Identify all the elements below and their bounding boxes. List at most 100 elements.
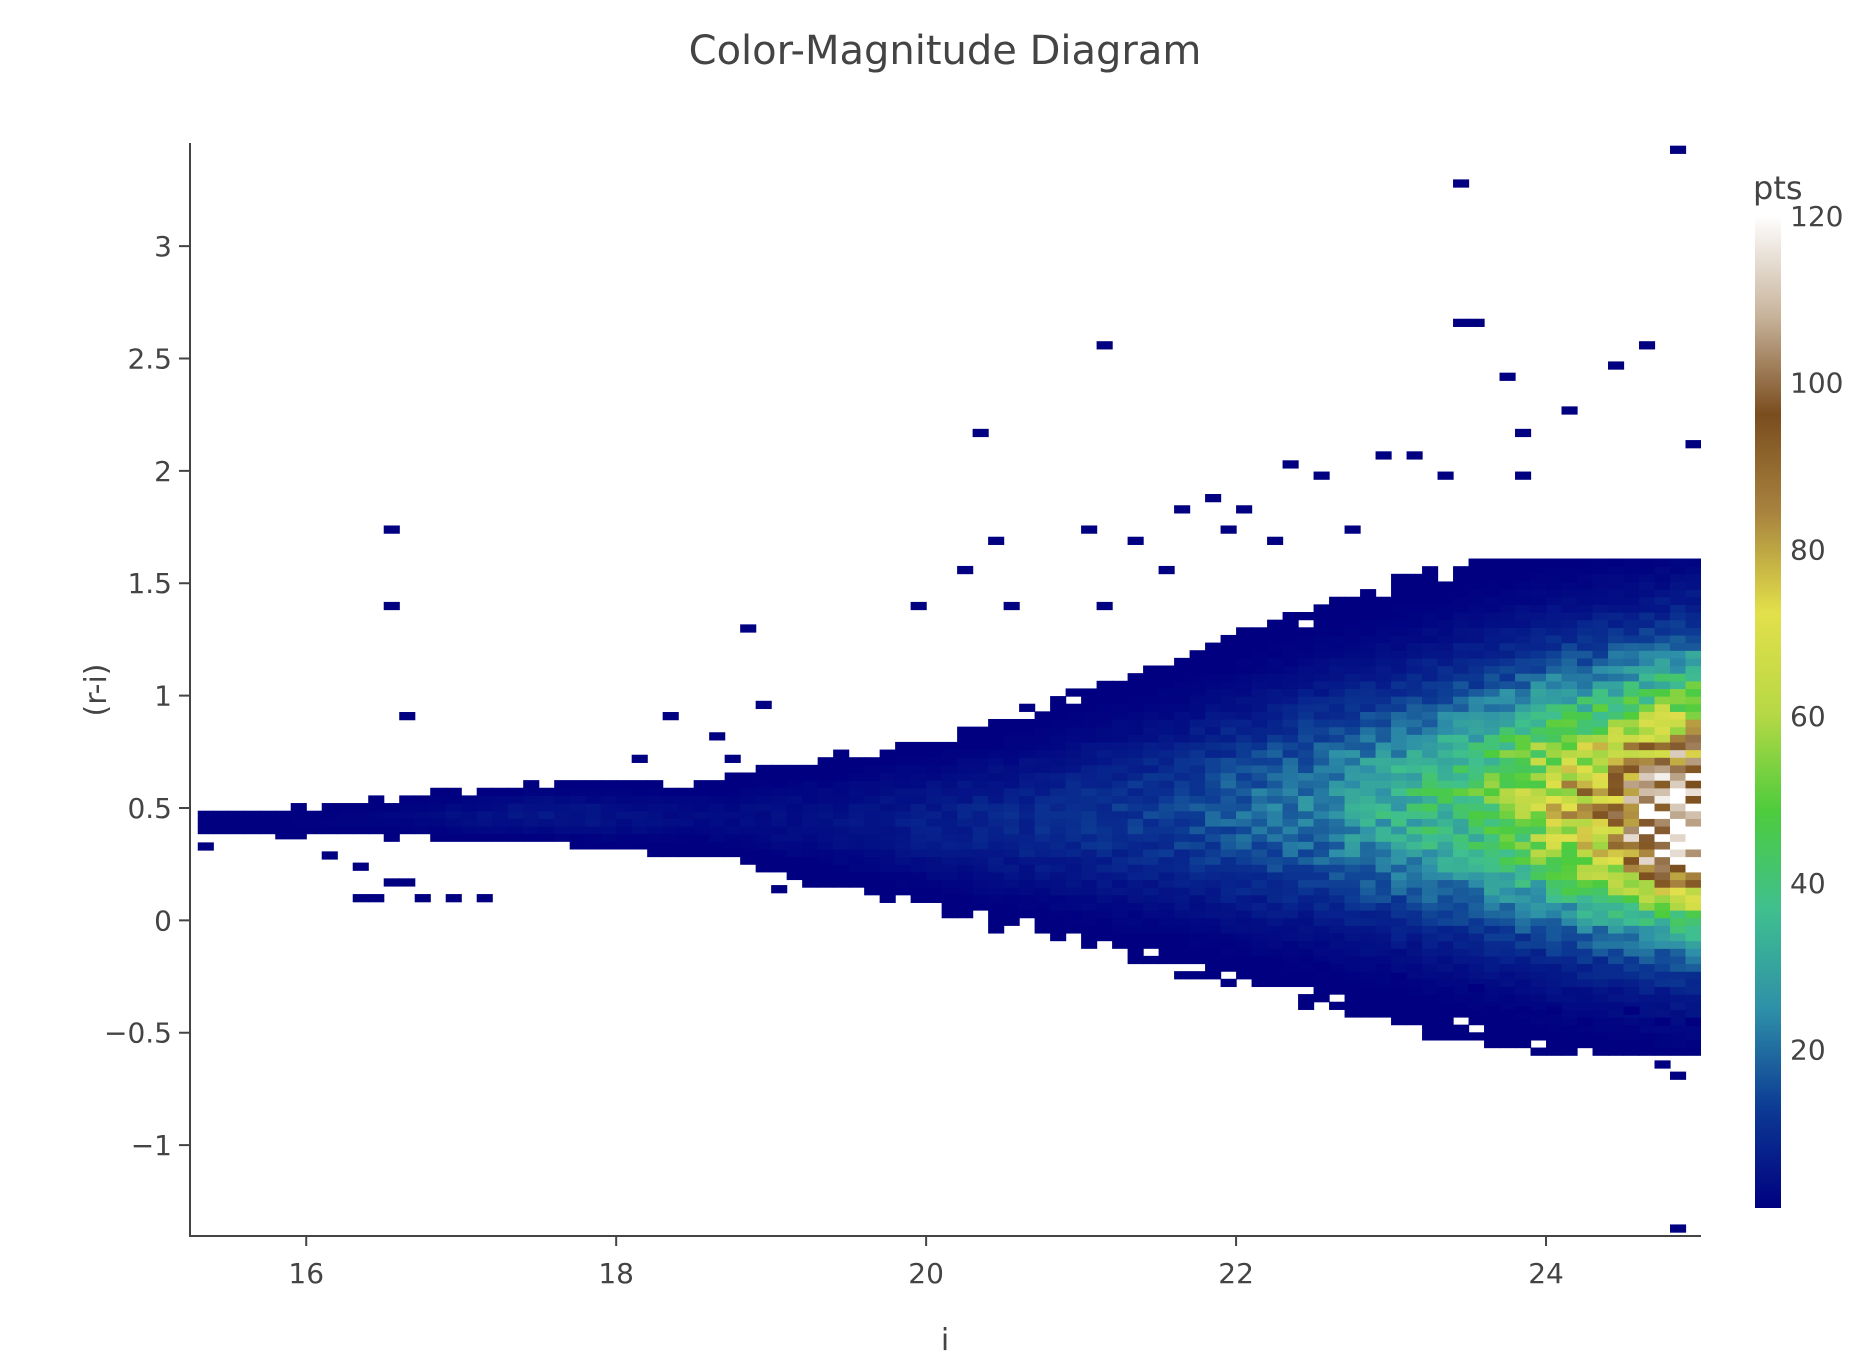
heatmap-bin [1406, 734, 1423, 743]
heatmap-bin [1019, 864, 1036, 873]
heatmap-bin [1623, 917, 1640, 926]
heatmap-bin [755, 864, 772, 873]
heatmap-bin-outlier [1406, 451, 1423, 460]
heatmap-bin [1654, 986, 1671, 995]
heatmap-bin [523, 833, 540, 842]
heatmap-bin [1484, 711, 1501, 720]
heatmap-bin [1484, 894, 1501, 903]
heatmap-bin [1561, 573, 1578, 583]
heatmap-bin [1313, 925, 1330, 934]
heatmap-bin [1375, 833, 1392, 842]
heatmap-bin [1019, 795, 1036, 804]
heatmap-bin [1608, 680, 1625, 690]
heatmap-bin [1360, 848, 1377, 858]
heatmap-bin [1670, 902, 1687, 911]
heatmap-bin [352, 810, 369, 819]
heatmap-bin [1034, 917, 1051, 926]
heatmap-bin [910, 741, 927, 751]
heatmap-bin [1639, 994, 1656, 1003]
heatmap-bin [1267, 864, 1284, 873]
heatmap-bin [1422, 581, 1439, 590]
heatmap-bin [926, 825, 943, 835]
heatmap-bin [1468, 596, 1485, 605]
heatmap-bin [1515, 566, 1532, 575]
heatmap-bin [1096, 757, 1113, 766]
heatmap-bin [957, 910, 974, 919]
heatmap-bin [1329, 787, 1346, 796]
heatmap-bin [1453, 971, 1470, 980]
heatmap-bin [755, 841, 772, 850]
heatmap-bin [848, 848, 865, 858]
heatmap-bin [1360, 657, 1377, 667]
heatmap-bin [1453, 902, 1470, 911]
heatmap-bin [1670, 948, 1687, 957]
heatmap-bin [1003, 917, 1020, 926]
heatmap-bin [1639, 917, 1656, 926]
heatmap-bin [1205, 856, 1222, 865]
heatmap-bin [616, 795, 633, 804]
heatmap-bin [1608, 741, 1625, 751]
heatmap-bin-outlier [709, 732, 726, 741]
heatmap-bin [1081, 741, 1098, 751]
heatmap-bin [972, 879, 989, 888]
heatmap-bin [1546, 757, 1563, 766]
heatmap-bin [1592, 1024, 1609, 1033]
heatmap-bin [1484, 688, 1501, 697]
heatmap-bin [1422, 994, 1439, 1003]
heatmap-bin [1484, 1024, 1501, 1033]
heatmap-bin [1623, 948, 1640, 957]
heatmap-bin [1391, 780, 1408, 789]
heatmap-bin [1406, 619, 1423, 628]
heatmap-bin [740, 795, 757, 804]
heatmap-bin [1112, 917, 1129, 926]
heatmap-bin [1484, 764, 1501, 774]
heatmap-bin [1003, 757, 1020, 766]
heatmap-bin [1174, 749, 1191, 758]
heatmap-bin [1251, 650, 1268, 659]
heatmap-bin [1468, 848, 1485, 858]
heatmap-bin [1003, 803, 1020, 812]
heatmap-bin [600, 818, 617, 827]
heatmap-bin [1391, 795, 1408, 804]
heatmap-bin [1437, 688, 1454, 697]
heatmap-bin [1282, 848, 1299, 858]
heatmap-bin [1437, 718, 1454, 728]
heatmap-bin [1220, 734, 1237, 743]
heatmap-bin-outlier [957, 565, 974, 575]
heatmap-bin [1530, 703, 1547, 712]
heatmap-bin [1685, 879, 1701, 888]
heatmap-bin [1174, 879, 1191, 888]
heatmap-bin [1577, 795, 1594, 804]
heatmap-bin [1592, 566, 1609, 575]
heatmap-bin [1515, 558, 1532, 567]
heatmap-bin [1546, 619, 1563, 628]
heatmap-bin [1515, 589, 1532, 598]
y-tick-label: 2 [154, 455, 172, 488]
heatmap-bin [1236, 703, 1253, 712]
heatmap-bin [1174, 795, 1191, 804]
heatmap-bin [1577, 871, 1594, 881]
heatmap-bin [1298, 955, 1315, 965]
heatmap-bin [1453, 825, 1470, 835]
heatmap-bin [662, 833, 679, 842]
heatmap-bin [1468, 734, 1485, 743]
heatmap-bin [1685, 634, 1701, 644]
heatmap-bin [1577, 932, 1594, 942]
heatmap-bin [1468, 558, 1485, 567]
heatmap-bin [1670, 757, 1687, 766]
heatmap-bin [1282, 634, 1299, 644]
heatmap-bin [1577, 696, 1594, 705]
heatmap-bin [1484, 757, 1501, 766]
heatmap-bin [1608, 589, 1625, 598]
heatmap-bin [1344, 711, 1361, 720]
heatmap-bin [631, 787, 648, 796]
heatmap-bin [1360, 971, 1377, 980]
heatmap-bin [1251, 948, 1268, 957]
chart-title: Color-Magnitude Diagram [689, 28, 1202, 74]
heatmap-bin [1298, 810, 1315, 819]
heatmap-bin [957, 810, 974, 819]
heatmap-bin [1484, 642, 1501, 651]
heatmap-bin [833, 818, 850, 827]
heatmap-bin [1484, 994, 1501, 1003]
heatmap-bin [1561, 650, 1578, 659]
